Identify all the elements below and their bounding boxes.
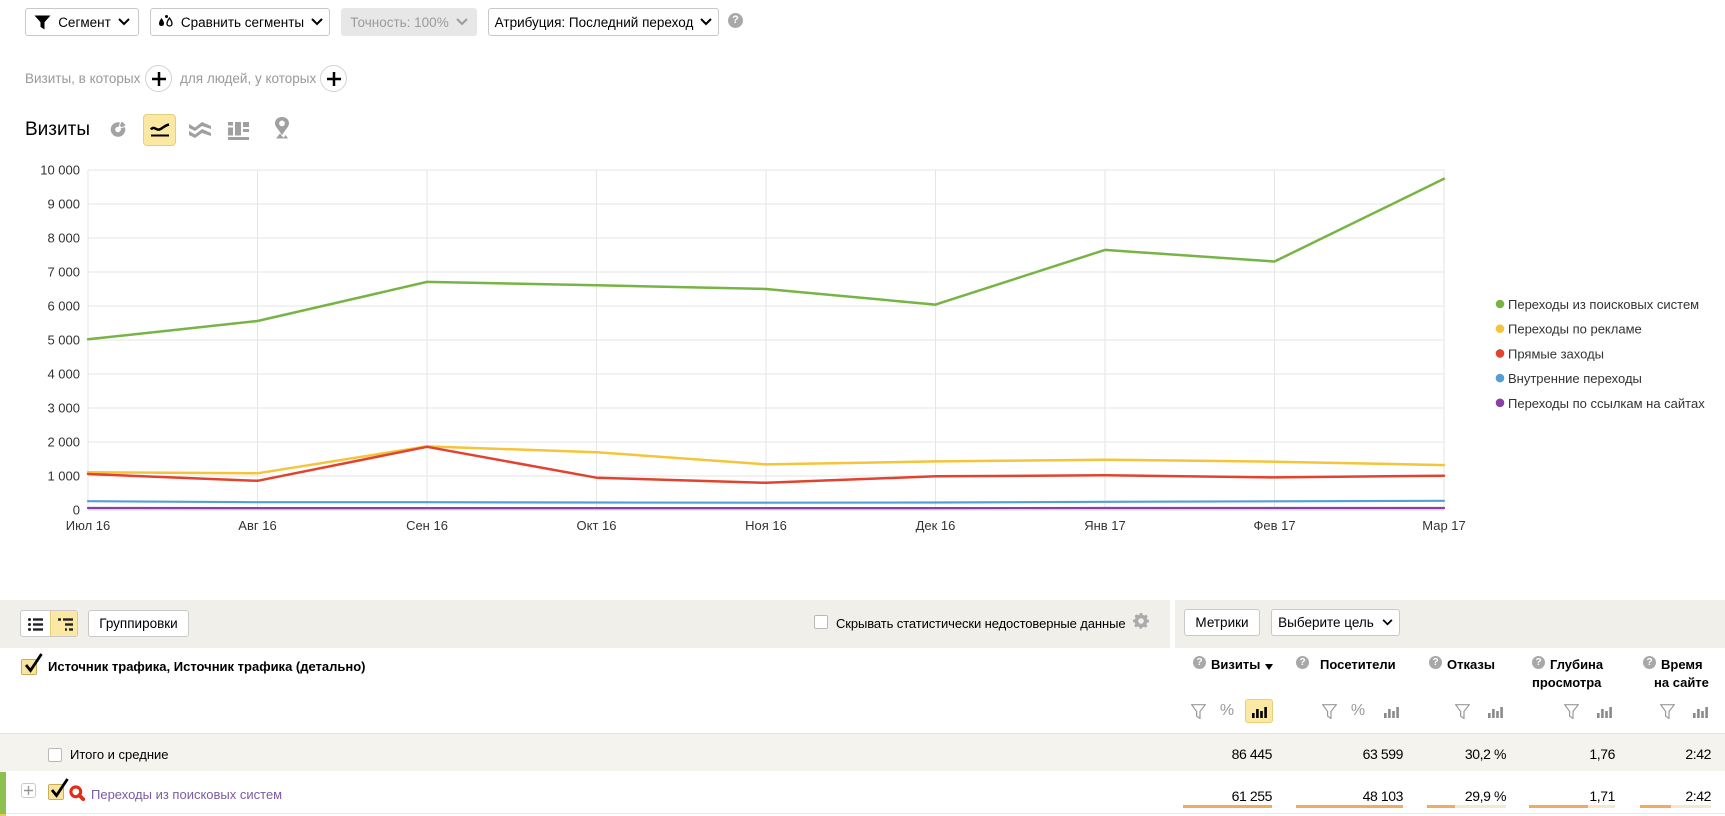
svg-text:Авг 16: Авг 16 [238,518,276,533]
svg-text:Переходы из поисковых систем: Переходы из поисковых систем [1508,297,1699,312]
svg-text:6 000: 6 000 [47,299,80,314]
svg-text:Внутренние переходы: Внутренние переходы [1508,371,1642,386]
svg-text:Сен 16: Сен 16 [406,518,448,533]
svg-text:4 000: 4 000 [47,367,80,382]
svg-text:Фев 17: Фев 17 [1253,518,1295,533]
svg-text:7 000: 7 000 [47,265,80,280]
svg-text:Ноя 16: Ноя 16 [745,518,787,533]
svg-text:2 000: 2 000 [47,435,80,450]
svg-text:1 000: 1 000 [47,469,80,484]
svg-text:8 000: 8 000 [47,231,80,246]
svg-text:3 000: 3 000 [47,401,80,416]
svg-text:10 000: 10 000 [40,163,80,178]
svg-text:Июл 16: Июл 16 [66,518,110,533]
svg-text:9 000: 9 000 [47,197,80,212]
svg-text:Переходы по рекламе: Переходы по рекламе [1508,322,1642,337]
svg-text:Переходы по ссылкам на сайтах: Переходы по ссылкам на сайтах [1508,396,1705,411]
svg-text:Окт 16: Окт 16 [577,518,617,533]
svg-text:5 000: 5 000 [47,333,80,348]
svg-text:Дек 16: Дек 16 [916,518,956,533]
svg-text:Янв 17: Янв 17 [1084,518,1126,533]
svg-text:Мар 17: Мар 17 [1422,518,1466,533]
svg-text:Прямые заходы: Прямые заходы [1508,346,1604,361]
svg-text:0: 0 [73,503,80,518]
